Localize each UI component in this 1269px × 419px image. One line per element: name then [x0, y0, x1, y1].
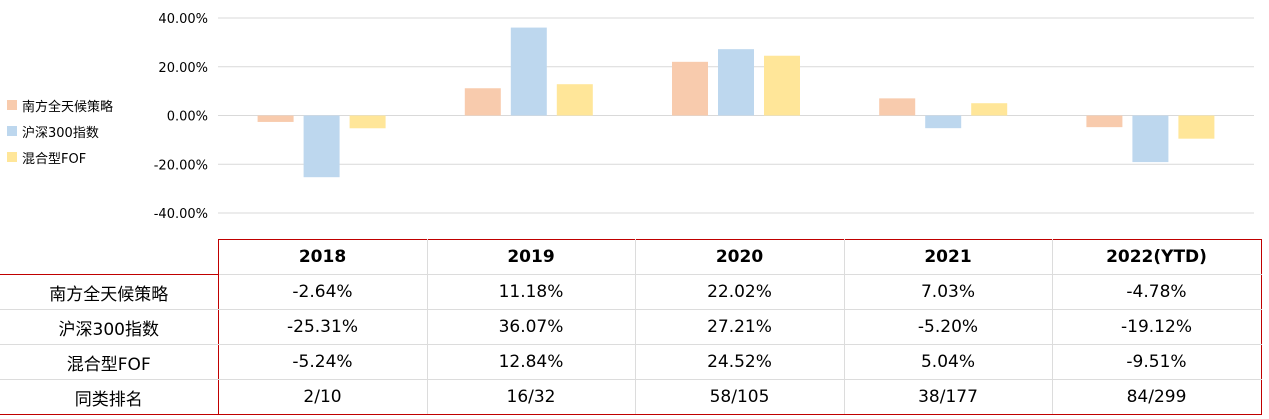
bar-2019-2 [556, 84, 593, 116]
table-header-cell: 2020 [635, 239, 845, 275]
bar-2021-1 [925, 115, 962, 129]
bar-2021-2 [971, 103, 1008, 116]
bar-2020-2 [764, 55, 800, 116]
table-cell: 38/177 [844, 379, 1053, 415]
table-cell: -9.51% [1052, 344, 1262, 380]
row-label: 沪深300指数 [0, 309, 219, 345]
bar-chart: 40.00% 20.00% 0.00% -20.00% -40.00% [154, 12, 1254, 222]
bar-2020-1 [718, 49, 754, 116]
table-cell: -4.78% [1052, 274, 1262, 310]
table-cell: 12.84% [427, 344, 636, 380]
legend-label: 南方全天候策略 [22, 99, 114, 115]
table-row: 同类排名 2/10 16/32 58/105 38/177 84/299 [0, 379, 1262, 415]
table-row: 南方全天候策略 -2.64% 11.18% 22.02% 7.03% -4.78… [0, 274, 1262, 310]
table-header-row: 2018 2019 2020 2021 2022(YTD) [0, 239, 1262, 275]
legend-swatch [7, 152, 17, 162]
table-cell: -5.24% [218, 344, 428, 380]
bar-2021-0 [879, 98, 916, 116]
table-cell: 5.04% [844, 344, 1053, 380]
data-table: 2018 2019 2020 2021 2022(YTD) 南方全天候策略 -2… [0, 239, 1262, 415]
table-cell: 7.03% [844, 274, 1053, 310]
table-cell: -2.64% [218, 274, 428, 310]
table-cell: 2/10 [218, 379, 428, 415]
legend-swatch [7, 100, 17, 110]
table-cell: 22.02% [635, 274, 845, 310]
legend: 南方全天候策略 沪深300指数 混合型FOF [7, 92, 113, 170]
y-tick-label: 20.00% [158, 61, 208, 76]
table-cell: -19.12% [1052, 309, 1262, 345]
y-tick-label: -40.00% [154, 207, 208, 222]
table-header-cell: 2019 [427, 239, 636, 275]
table-cell: 58/105 [635, 379, 845, 415]
bar-2018-2 [349, 115, 386, 129]
table-cell: -25.31% [218, 309, 428, 345]
table-row: 沪深300指数 -25.31% 36.07% 27.21% -5.20% -19… [0, 309, 1262, 345]
bar-2020-0 [672, 61, 708, 116]
row-label: 混合型FOF [0, 344, 219, 380]
table-header-cell: 2022(YTD) [1052, 239, 1262, 275]
row-label: 同类排名 [0, 379, 219, 415]
table-row: 混合型FOF -5.24% 12.84% 24.52% 5.04% -9.51% [0, 344, 1262, 380]
bar-2019-0 [464, 88, 501, 116]
legend-label: 沪深300指数 [22, 125, 99, 141]
legend-item: 沪深300指数 [7, 118, 113, 144]
legend-item: 混合型FOF [7, 144, 113, 170]
bar-2022(YTD)-2 [1178, 115, 1215, 139]
bar-2022(YTD)-0 [1086, 115, 1123, 128]
bars [257, 27, 1215, 178]
legend-label: 混合型FOF [22, 151, 87, 167]
table-cell: -5.20% [844, 309, 1053, 345]
bar-2022(YTD)-1 [1132, 115, 1169, 163]
y-tick-label: 0.00% [167, 110, 208, 125]
bar-2018-0 [257, 115, 294, 122]
legend-item: 南方全天候策略 [7, 92, 113, 118]
table-header-cell: 2021 [844, 239, 1053, 275]
table-cell: 36.07% [427, 309, 636, 345]
y-tick-label: 40.00% [158, 12, 208, 27]
table-cell: 11.18% [427, 274, 636, 310]
bar-2018-1 [303, 115, 340, 178]
y-axis-ticks: 40.00% 20.00% 0.00% -20.00% -40.00% [154, 12, 208, 222]
table-cell: 16/32 [427, 379, 636, 415]
table-cell: 84/299 [1052, 379, 1262, 415]
table-corner-cell [0, 239, 219, 275]
bar-2019-1 [510, 27, 547, 116]
legend-swatch [7, 126, 17, 136]
row-label: 南方全天候策略 [0, 274, 219, 310]
table-cell: 24.52% [635, 344, 845, 380]
y-tick-label: -20.00% [154, 158, 208, 173]
table-cell: 27.21% [635, 309, 845, 345]
table-header-cell: 2018 [218, 239, 428, 275]
